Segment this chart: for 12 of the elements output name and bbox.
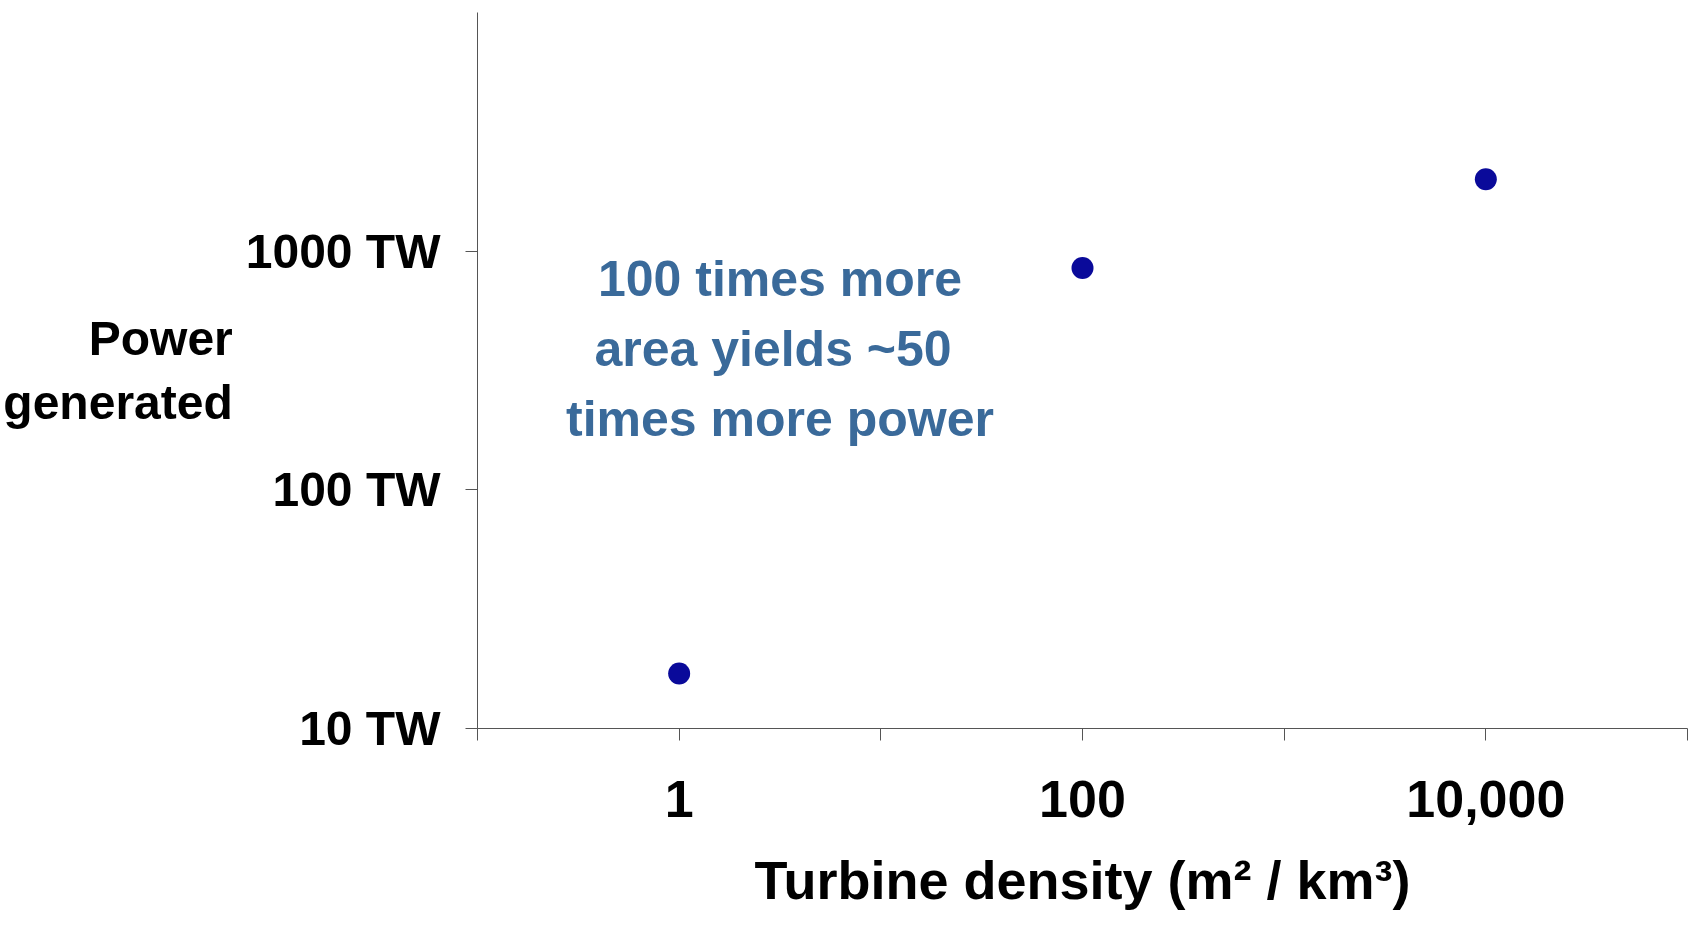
x-tick-label: 10,000	[1406, 769, 1566, 828]
y-tick-label: 1000 TW	[245, 224, 442, 278]
point	[1474, 168, 1497, 191]
y-axis-title: Power generated	[3, 312, 233, 429]
annotation: 100 times more area yields ~50 times more power	[566, 251, 994, 448]
y-tick-label: 100 TW	[272, 463, 442, 517]
y-tick-label: 10 TW	[299, 702, 442, 755]
point	[668, 662, 691, 685]
point	[1071, 257, 1094, 279]
x-tick-label: 1	[664, 769, 694, 828]
x-axis-title: Turbine density (m² / km³)	[754, 849, 1411, 910]
x-tick-label: 100	[1039, 769, 1126, 828]
